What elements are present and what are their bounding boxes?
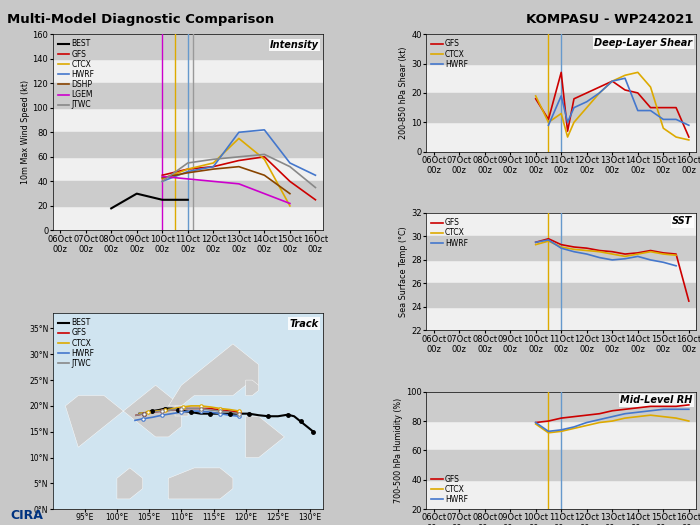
Text: CIRA: CIRA (10, 509, 43, 522)
Legend: GFS, CTCX, HWRF: GFS, CTCX, HWRF (430, 38, 470, 70)
Bar (426, 450, 696, 480)
Legend: GFS, CTCX, HWRF: GFS, CTCX, HWRF (430, 217, 470, 249)
Polygon shape (65, 385, 181, 447)
Bar (52, 181, 323, 206)
Y-axis label: 200-850 hPa Shear (kt): 200-850 hPa Shear (kt) (399, 47, 408, 139)
Bar (426, 284, 696, 307)
Bar (52, 132, 323, 157)
Polygon shape (246, 416, 284, 458)
Text: Multi-Model Diagnostic Comparison: Multi-Model Diagnostic Comparison (7, 13, 274, 26)
Text: Deep-Layer Shear: Deep-Layer Shear (594, 38, 692, 48)
Bar (52, 83, 323, 108)
Polygon shape (117, 468, 143, 499)
Text: Track: Track (290, 319, 319, 329)
Bar (426, 236, 696, 260)
Legend: GFS, CTCX, HWRF: GFS, CTCX, HWRF (430, 473, 470, 506)
Text: Mid-Level RH: Mid-Level RH (620, 395, 692, 405)
Bar (52, 34, 323, 59)
Polygon shape (169, 468, 233, 499)
Legend: BEST, GFS, CTCX, HWRF, JTWC: BEST, GFS, CTCX, HWRF, JTWC (56, 317, 96, 370)
Bar (426, 93, 696, 122)
Polygon shape (175, 406, 188, 416)
Text: SST: SST (672, 216, 692, 226)
Y-axis label: 700-500 hPa Humidity (%): 700-500 hPa Humidity (%) (394, 398, 403, 503)
Polygon shape (169, 344, 259, 406)
Text: KOMPASU - WP242021: KOMPASU - WP242021 (526, 13, 693, 26)
Y-axis label: Sea Surface Temp (°C): Sea Surface Temp (°C) (399, 226, 408, 317)
Text: Intensity: Intensity (270, 40, 319, 50)
Polygon shape (246, 380, 259, 395)
Y-axis label: 10m Max Wind Speed (kt): 10m Max Wind Speed (kt) (21, 80, 29, 184)
Bar (426, 392, 696, 421)
Bar (426, 34, 696, 64)
Legend: BEST, GFS, CTCX, HWRF, DSHP, LGEM, JTWC: BEST, GFS, CTCX, HWRF, DSHP, LGEM, JTWC (56, 38, 96, 111)
